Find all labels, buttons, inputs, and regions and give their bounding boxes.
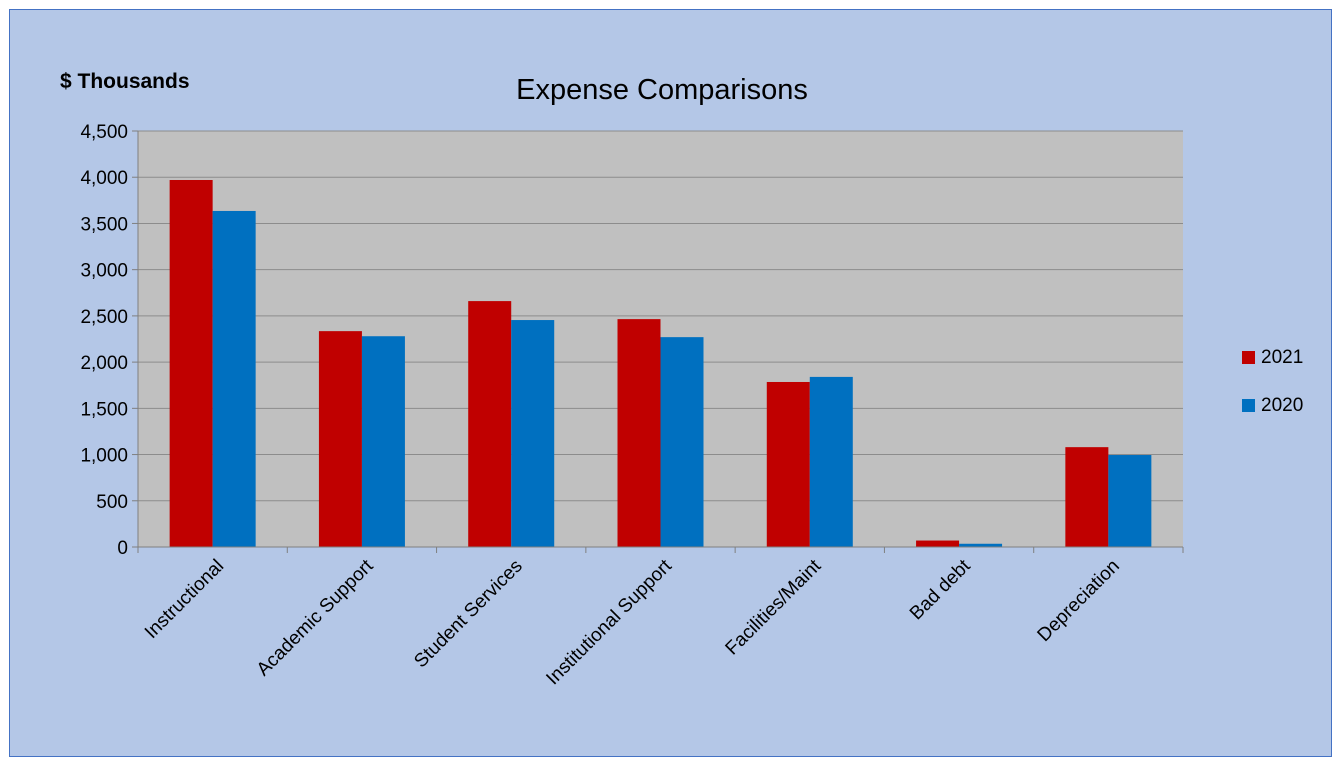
legend-swatch-2021	[1242, 351, 1255, 364]
bar-2020-0	[212, 210, 256, 547]
x-tick-label: Bad debt	[906, 555, 975, 624]
bars	[169, 179, 1152, 548]
legend-swatch-2020	[1242, 399, 1255, 412]
y-tick-label: 1,500	[80, 399, 128, 420]
bar-2020-2	[511, 320, 555, 547]
x-tick-label: Academic Support	[253, 555, 378, 680]
x-tick-label: Depreciation	[1034, 556, 1124, 646]
bar-2021-6	[1065, 447, 1109, 547]
y-tick-label: 500	[96, 492, 128, 513]
chart-svg: $ Thousands Expense Comparisons 0 500 1,00…	[60, 70, 1303, 689]
bar-2020-4	[809, 376, 853, 547]
bar-2021-4	[766, 381, 810, 547]
axes	[132, 130, 1184, 553]
chart-title: Expense Comparisons	[516, 74, 808, 106]
x-tick-labels: Instructional Academic Support Student Ser…	[141, 555, 1124, 689]
bar-2021-5	[916, 540, 960, 547]
x-tick-label: Facilities/Maint	[722, 555, 826, 659]
y-tick-labels: 0 500 1,000 1,500 2,000 2,500 3,000 3,500 4,000 4…	[80, 122, 128, 559]
bar-2021-1	[318, 331, 362, 547]
y-tick-label: 2,000	[80, 353, 128, 374]
legend-label-2020: 2020	[1261, 395, 1303, 416]
chart-frame: $ Thousands Expense Comparisons 0 500 1,00…	[9, 9, 1332, 757]
x-tick-label: Instructional	[141, 556, 228, 643]
y-tick-label: 3,000	[80, 261, 128, 282]
y-tick-label: 4,500	[80, 122, 128, 143]
y-tick-label: 4,000	[80, 168, 128, 189]
x-tick-label: Institutional Support	[542, 555, 676, 689]
bar-2020-1	[361, 336, 405, 547]
legend: 2021 2020	[1242, 347, 1303, 416]
y-axis-label: $ Thousands	[60, 70, 190, 93]
bar-2020-3	[660, 337, 704, 547]
y-tick-label: 1,000	[80, 446, 128, 467]
legend-label-2021: 2021	[1261, 347, 1303, 368]
bar-2020-6	[1108, 455, 1152, 547]
bar-2021-0	[169, 179, 213, 548]
bar-2021-2	[468, 301, 512, 547]
y-tick-label: 0	[117, 538, 128, 559]
bar-2020-5	[959, 543, 1003, 547]
y-tick-label: 3,500	[80, 214, 128, 235]
y-tick-label: 2,500	[80, 307, 128, 328]
bar-2021-3	[617, 319, 661, 547]
x-tick-label: Student Services	[410, 556, 526, 672]
